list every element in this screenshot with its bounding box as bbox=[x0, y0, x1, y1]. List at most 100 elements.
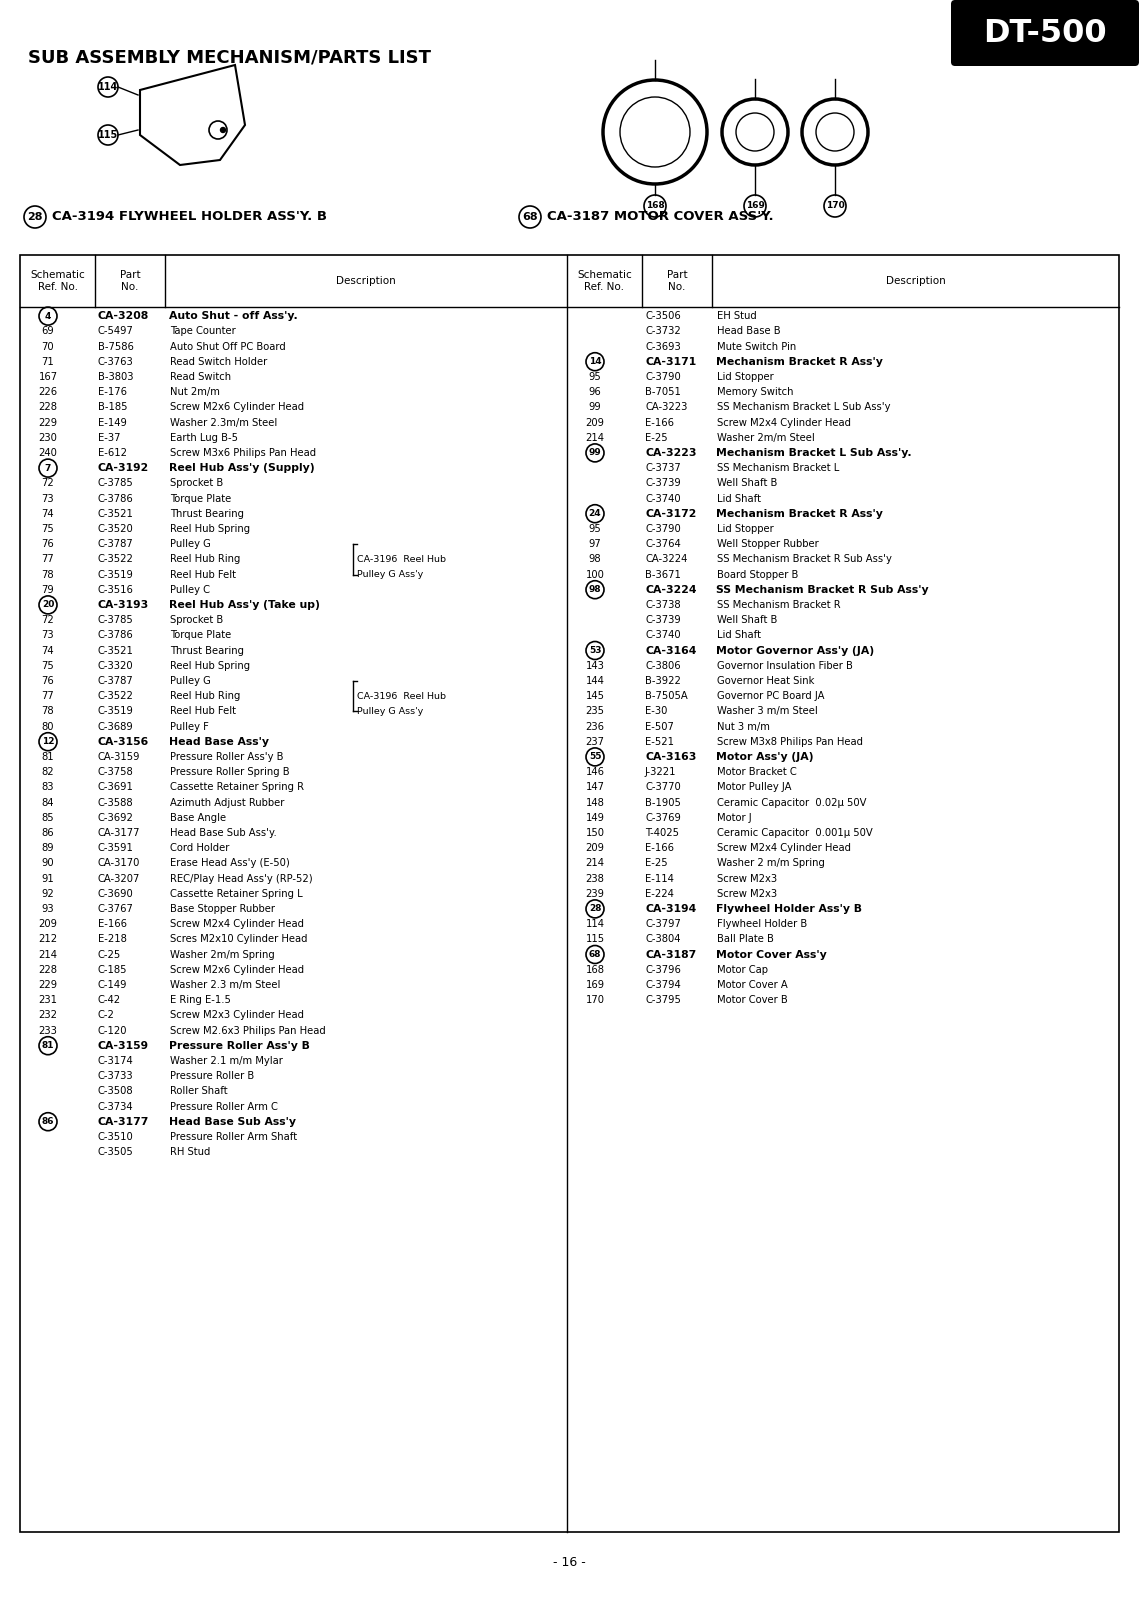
Text: 82: 82 bbox=[42, 766, 55, 778]
Text: Head Base Ass'y: Head Base Ass'y bbox=[169, 736, 269, 747]
Text: CA-3224: CA-3224 bbox=[645, 584, 697, 595]
Text: 115: 115 bbox=[98, 130, 118, 141]
Text: E-149: E-149 bbox=[98, 418, 126, 427]
Text: 143: 143 bbox=[585, 661, 605, 670]
Text: 86: 86 bbox=[42, 827, 55, 838]
Text: C-3785: C-3785 bbox=[98, 614, 133, 626]
Text: Azimuth Adjust Rubber: Azimuth Adjust Rubber bbox=[170, 797, 285, 808]
Text: C-3764: C-3764 bbox=[645, 539, 681, 549]
Text: C-3521: C-3521 bbox=[98, 509, 134, 518]
Text: 71: 71 bbox=[42, 357, 55, 366]
Text: C-3689: C-3689 bbox=[98, 722, 133, 731]
Text: 235: 235 bbox=[585, 706, 605, 717]
Text: Washer 3 m/m Steel: Washer 3 m/m Steel bbox=[716, 706, 818, 717]
Text: C-3732: C-3732 bbox=[645, 326, 681, 336]
Text: Lid Stopper: Lid Stopper bbox=[716, 371, 773, 382]
Text: C-185: C-185 bbox=[98, 965, 128, 974]
Text: Description: Description bbox=[336, 275, 396, 286]
Text: CA-3164: CA-3164 bbox=[645, 645, 696, 656]
Text: C-3733: C-3733 bbox=[98, 1070, 133, 1082]
Text: Washer 2 m/m Spring: Washer 2 m/m Spring bbox=[716, 858, 825, 869]
Text: 73: 73 bbox=[42, 630, 55, 640]
Text: CA-3156: CA-3156 bbox=[98, 736, 149, 747]
Text: C-3508: C-3508 bbox=[98, 1086, 133, 1096]
Text: C-3692: C-3692 bbox=[98, 813, 134, 822]
Text: Cord Holder: Cord Holder bbox=[170, 843, 229, 853]
Text: E-507: E-507 bbox=[645, 722, 674, 731]
Text: SUB ASSEMBLY MECHANISM/PARTS LIST: SUB ASSEMBLY MECHANISM/PARTS LIST bbox=[28, 48, 431, 66]
Text: C-3790: C-3790 bbox=[645, 371, 681, 382]
Text: 78: 78 bbox=[42, 706, 55, 717]
Text: CA-3177: CA-3177 bbox=[98, 827, 140, 838]
Text: Sprocket B: Sprocket B bbox=[170, 614, 223, 626]
Text: J-3221: J-3221 bbox=[645, 766, 677, 778]
Text: Auto Shut Off PC Board: Auto Shut Off PC Board bbox=[170, 341, 286, 352]
Text: Mute Switch Pin: Mute Switch Pin bbox=[716, 341, 796, 352]
Text: Auto Shut - off Ass'y.: Auto Shut - off Ass'y. bbox=[169, 310, 297, 322]
Text: Reel Hub Ass'y (Take up): Reel Hub Ass'y (Take up) bbox=[169, 600, 320, 610]
Text: C-3769: C-3769 bbox=[645, 813, 681, 822]
Text: Head Base B: Head Base B bbox=[716, 326, 780, 336]
Text: 74: 74 bbox=[42, 509, 55, 518]
Text: C-3521: C-3521 bbox=[98, 645, 134, 656]
Text: CA-3196  Reel Hub: CA-3196 Reel Hub bbox=[357, 691, 446, 701]
Text: Pressure Roller Ass'y B: Pressure Roller Ass'y B bbox=[170, 752, 284, 762]
Text: Motor Cap: Motor Cap bbox=[716, 965, 768, 974]
Text: 90: 90 bbox=[42, 858, 55, 869]
Text: C-3691: C-3691 bbox=[98, 782, 134, 792]
Text: Reel Hub Felt: Reel Hub Felt bbox=[170, 570, 236, 579]
Text: Base Stopper Rubber: Base Stopper Rubber bbox=[170, 904, 274, 914]
Text: 28: 28 bbox=[589, 904, 601, 914]
Text: 229: 229 bbox=[39, 418, 58, 427]
Text: 70: 70 bbox=[42, 341, 55, 352]
Text: Motor Cover B: Motor Cover B bbox=[716, 995, 788, 1005]
Text: 98: 98 bbox=[589, 586, 601, 594]
Text: C-3758: C-3758 bbox=[98, 766, 133, 778]
Text: 231: 231 bbox=[39, 995, 57, 1005]
Text: CA-3177: CA-3177 bbox=[98, 1117, 149, 1126]
Text: 86: 86 bbox=[42, 1117, 55, 1126]
Text: Screw M2x3 Cylinder Head: Screw M2x3 Cylinder Head bbox=[170, 1010, 304, 1021]
Text: C-3738: C-3738 bbox=[645, 600, 681, 610]
Text: 228: 228 bbox=[39, 965, 57, 974]
Text: C-2: C-2 bbox=[98, 1010, 115, 1021]
Text: E-25: E-25 bbox=[645, 432, 667, 443]
Text: Reel Hub Felt: Reel Hub Felt bbox=[170, 706, 236, 717]
Text: E Ring E-1.5: E Ring E-1.5 bbox=[170, 995, 231, 1005]
Text: 28: 28 bbox=[27, 211, 43, 222]
Text: Reel Hub Spring: Reel Hub Spring bbox=[170, 523, 251, 534]
Text: CA-3194: CA-3194 bbox=[645, 904, 696, 914]
Text: 115: 115 bbox=[585, 934, 605, 944]
Text: Pulley G Ass'y: Pulley G Ass'y bbox=[357, 570, 424, 579]
Text: - 16 -: - 16 - bbox=[554, 1555, 585, 1568]
Text: E-30: E-30 bbox=[645, 706, 667, 717]
Text: Governor Insulation Fiber B: Governor Insulation Fiber B bbox=[716, 661, 853, 670]
Text: T-4025: T-4025 bbox=[645, 827, 679, 838]
Text: 144: 144 bbox=[585, 675, 605, 686]
Text: CA-3170: CA-3170 bbox=[98, 858, 140, 869]
Text: Head Base Sub Ass'y: Head Base Sub Ass'y bbox=[169, 1117, 296, 1126]
Text: Motor Governor Ass'y (JA): Motor Governor Ass'y (JA) bbox=[716, 645, 874, 656]
Text: 72: 72 bbox=[42, 614, 55, 626]
Text: C-3591: C-3591 bbox=[98, 843, 134, 853]
Text: CA-3194 FLYWHEEL HOLDER ASS'Y. B: CA-3194 FLYWHEEL HOLDER ASS'Y. B bbox=[52, 211, 327, 224]
Text: Motor Pulley JA: Motor Pulley JA bbox=[716, 782, 792, 792]
Text: RH Stud: RH Stud bbox=[170, 1147, 211, 1157]
Text: E-37: E-37 bbox=[98, 432, 121, 443]
Text: Screw M2x6 Cylinder Head: Screw M2x6 Cylinder Head bbox=[170, 402, 304, 413]
Text: Reel Hub Ring: Reel Hub Ring bbox=[170, 554, 240, 565]
Text: 238: 238 bbox=[585, 874, 605, 883]
Text: C-149: C-149 bbox=[98, 979, 128, 990]
Text: 93: 93 bbox=[42, 904, 55, 914]
Text: C-42: C-42 bbox=[98, 995, 121, 1005]
Text: CA-3223: CA-3223 bbox=[645, 402, 687, 413]
Text: C-5497: C-5497 bbox=[98, 326, 134, 336]
Text: C-25: C-25 bbox=[98, 949, 121, 960]
Text: 149: 149 bbox=[585, 813, 605, 822]
Text: C-3797: C-3797 bbox=[645, 918, 681, 930]
Text: C-3767: C-3767 bbox=[98, 904, 134, 914]
Text: Pulley G: Pulley G bbox=[170, 539, 211, 549]
Text: C-3796: C-3796 bbox=[645, 965, 681, 974]
Text: 98: 98 bbox=[589, 554, 601, 565]
Text: 91: 91 bbox=[42, 874, 55, 883]
